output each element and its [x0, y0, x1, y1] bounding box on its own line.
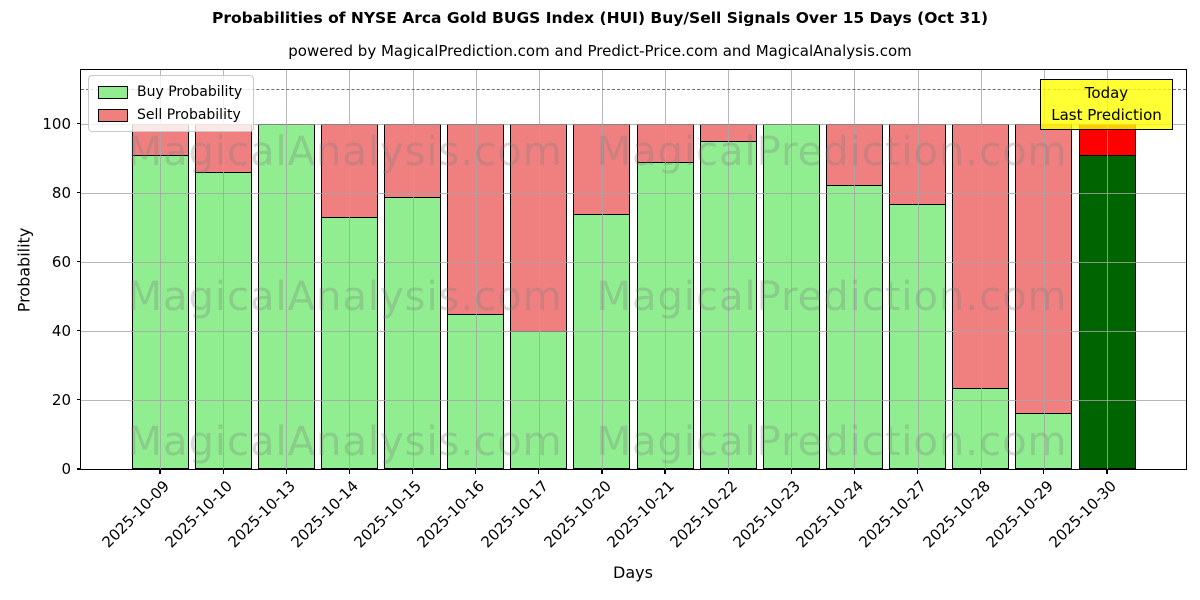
y-axis-tick-label: 0 [61, 460, 71, 478]
bar-group [384, 70, 442, 469]
legend-entry-sell: Sell Probability [98, 107, 242, 123]
x-axis-tick-label: 2025-10-23 [729, 477, 805, 552]
x-axis-tick [1043, 469, 1045, 474]
x-axis-tick-label: 2025-10-17 [477, 477, 552, 552]
x-axis-tick-label: 2025-10-14 [287, 477, 363, 552]
y-axis-tick-label: 60 [51, 252, 71, 271]
bar-group [510, 70, 568, 469]
x-axis-tick [348, 469, 350, 474]
x-axis-tick [790, 469, 792, 474]
x-axis-tick-label: 2025-10-20 [540, 477, 615, 552]
x-axis-tick [917, 469, 919, 474]
bar-buy-segment [699, 140, 757, 469]
bar-sell-segment [320, 123, 378, 219]
legend-buy-label: Buy Probability [137, 84, 243, 100]
x-axis-tick [853, 469, 856, 474]
x-axis-tick [1106, 469, 1108, 474]
today-annotation: Today Last Prediction [1040, 79, 1173, 130]
x-axis-tick-label: 2025-10-13 [224, 477, 300, 552]
x-axis-tick-label: 2025-10-22 [666, 477, 741, 552]
bar-group [762, 70, 820, 469]
bar-buy-segment [320, 216, 378, 469]
y-axis-tick-label: 100 [42, 114, 71, 133]
legend-entry-buy: Buy Probability [98, 84, 242, 100]
bar-sell-segment [825, 123, 883, 186]
x-axis-tick-label: 2025-10-30 [1045, 477, 1120, 552]
plot-area: MagicalAnalysis.com MagicalPrediction.com… [42, 69, 1187, 551]
bar-sell-segment [636, 123, 694, 164]
bar-buy-segment [573, 213, 631, 469]
x-axis-tick-label: 2025-10-28 [919, 477, 994, 552]
x-axis-tick [222, 469, 224, 474]
bar-group [825, 70, 883, 469]
bar-group [952, 70, 1010, 469]
bar-group [636, 70, 694, 469]
x-axis-label: Days [613, 563, 653, 582]
y-axis-tick [76, 330, 81, 332]
x-axis-tick-label: 2025-10-16 [414, 477, 489, 552]
bar-sell-segment [889, 123, 947, 205]
bar-sell-segment [510, 123, 568, 333]
y-axis-tick [76, 261, 81, 263]
bar-buy-segment [447, 313, 505, 469]
bar-buy-segment [257, 123, 315, 469]
bar-sell-segment [573, 123, 631, 215]
x-axis-tick-label: 2025-10-27 [855, 477, 931, 552]
bar-sell-segment [1015, 123, 1073, 414]
today-annotation-line2: Last Prediction [1051, 105, 1162, 124]
y-axis-tick [76, 468, 81, 470]
legend: Buy Probability Sell Probability [88, 75, 255, 132]
chart-subtitle: powered by MagicalPrediction.com and Pre… [288, 42, 912, 60]
chart-title: Probabilities of NYSE Arca Gold BUGS Ind… [211, 9, 989, 27]
bar-buy-segment [825, 184, 883, 469]
bar-group [257, 70, 315, 469]
y-axis-tick [76, 192, 81, 194]
x-axis-tick [538, 469, 540, 474]
x-axis-tick [475, 469, 477, 474]
bar-buy-segment [1078, 154, 1136, 469]
y-axis-tick-label: 80 [51, 183, 71, 202]
x-axis-tick [601, 469, 603, 474]
bar-buy-segment [952, 387, 1010, 469]
x-axis-tick [664, 469, 666, 474]
legend-buy-swatch [98, 85, 128, 99]
legend-sell-label: Sell Probability [137, 107, 241, 123]
bar-group [320, 70, 378, 469]
x-axis-tick-label: 2025-10-21 [603, 477, 678, 552]
x-axis-tick [159, 469, 161, 474]
bar-sell-segment [384, 123, 442, 198]
today-annotation-line1: Today [1084, 83, 1129, 102]
y-axis-tick [76, 122, 81, 125]
x-axis-tick [411, 469, 414, 474]
bar-buy-segment [384, 196, 442, 469]
bar-buy-segment [194, 171, 252, 469]
bar-sell-segment [952, 123, 1010, 390]
bar-group [447, 70, 505, 469]
x-axis-tick-label: 2025-10-09 [98, 477, 173, 552]
bar-group [889, 70, 947, 469]
bar-buy-segment [510, 330, 568, 469]
y-axis-label: Probability [14, 227, 34, 313]
bar-buy-segment [131, 154, 189, 469]
x-axis-tick [285, 469, 287, 474]
x-axis-tick-label: 2025-10-29 [982, 477, 1057, 552]
y-axis-tick-label: 40 [51, 321, 71, 340]
x-axis-tick [980, 469, 982, 474]
bar-buy-segment [1015, 412, 1073, 469]
bar-sell-segment [447, 123, 505, 316]
y-axis-tick-label: 20 [51, 390, 71, 409]
y-axis-tick [76, 399, 81, 401]
x-axis-tick-label: 2025-10-24 [792, 477, 868, 552]
bar-buy-segment [762, 123, 820, 469]
bar-sell-segment [699, 123, 757, 143]
bar-buy-segment [636, 161, 694, 469]
bar-group [573, 70, 631, 469]
x-axis-tick [727, 469, 729, 474]
x-axis-tick-label: 2025-10-10 [161, 477, 236, 552]
bar-group [699, 70, 757, 469]
bar-buy-segment [889, 203, 947, 469]
legend-sell-swatch [98, 108, 128, 122]
